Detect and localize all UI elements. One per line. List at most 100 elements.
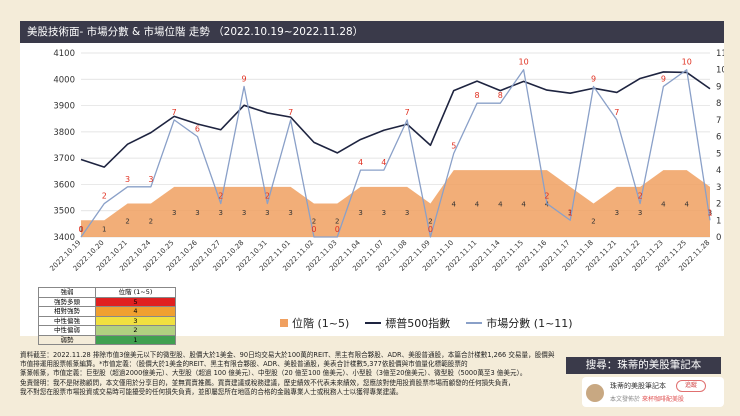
footnote-line: 資料截至：2022.11.28 排除市值3億美元以下的微型股、股價大於1美金、9… [20, 351, 555, 369]
score-data-label: 0 [311, 225, 316, 234]
area-data-label: 1 [79, 226, 83, 234]
score-data-label: 4 [358, 158, 363, 167]
score-data-label: 9 [242, 74, 247, 83]
score-data-label: 2 [544, 192, 549, 201]
profile-subtitle-link[interactable]: 來杯咖啡配美股 [641, 396, 684, 403]
area-data-label: 2 [335, 217, 339, 225]
area-data-label: 3 [638, 209, 642, 217]
profile-name[interactable]: 珠蒂的美股筆記本 [610, 382, 666, 390]
y-left-tick-label: 3700 [53, 154, 75, 164]
line-series-sp500 [80, 71, 711, 168]
score-data-label: 2 [102, 192, 107, 201]
legend-table-header-strength: 強弱 [38, 287, 96, 298]
y-left-tick-label: 3800 [53, 128, 75, 138]
legend-table-label: 強勢多頭 [38, 296, 96, 307]
y-left-tick-label: 3500 [53, 207, 75, 217]
search-banner: 搜尋：珠蒂的美股筆記本 [566, 357, 721, 374]
legend-item-level: 位階 (1~5) [280, 315, 349, 331]
score-data-label: 10 [682, 58, 692, 67]
score-data-label: 7 [288, 108, 293, 117]
area-data-label: 3 [242, 209, 246, 217]
chart-title: 美股技術面- 市場分數 & 市場位階 走勢 （2022.10.19~2022.1… [20, 21, 724, 43]
area-data-label: 2 [125, 217, 129, 225]
area-data-label: 3 [405, 209, 409, 217]
score-data-label: 1 [568, 208, 573, 217]
legend-table-label: 相對強勢 [38, 306, 96, 317]
area-data-label: 3 [219, 209, 223, 217]
y-right-tick-label: 2 [716, 200, 721, 210]
area-data-label: 3 [382, 209, 386, 217]
score-data-label: 8 [498, 91, 503, 100]
score-data-label: 7 [405, 108, 410, 117]
footnote-line: 免責聲明：我不是財務顧問，本文僅用於分享目的，並無買賣推薦。買賣建議或稅務建議，… [20, 378, 515, 387]
legend-table-label: 中性偏弱 [38, 325, 96, 336]
y-right-tick-label: 7 [716, 116, 721, 126]
footnote-line: 篆篆帳篆，市值定義：巨型股（超過2000億美元）、大型股（超過 100 億美元）… [20, 369, 527, 378]
area-data-label: 4 [521, 201, 526, 209]
score-data-label: 1 [707, 208, 712, 217]
area-series-level [81, 170, 710, 237]
score-data-label: 4 [381, 158, 386, 167]
score-data-label: 7 [614, 108, 619, 117]
y-right-tick-label: 9 [716, 82, 721, 92]
legend-table-value: 2 [95, 325, 176, 336]
line-series-score [80, 69, 711, 238]
score-data-label: 0 [428, 225, 433, 234]
profile-subtitle-prefix: 本文發佈於 [610, 396, 641, 403]
legend-swatch-sp500 [365, 322, 382, 324]
y-right-tick-label: 5 [716, 149, 721, 159]
y-right-tick-label: 8 [716, 99, 721, 109]
score-data-label: 10 [519, 58, 529, 67]
area-data-label: 4 [661, 201, 666, 209]
y-right-tick-label: 1 [716, 216, 721, 226]
y-left-tick-label: 3400 [53, 233, 75, 243]
area-data-label: 3 [265, 209, 269, 217]
y-right-tick-label: 11 [716, 49, 724, 59]
profile-subtitle: 本文發佈於 來杯咖啡配美股 [610, 394, 684, 403]
area-data-label: 3 [708, 209, 712, 217]
y-right-tick-label: 0 [716, 233, 721, 243]
area-data-label: 2 [591, 217, 595, 225]
legend-label-score: 市場分數 (1~11) [486, 317, 573, 330]
score-data-label: 7 [172, 108, 177, 117]
score-data-label: 0 [335, 225, 340, 234]
avatar[interactable] [586, 384, 604, 402]
y-right-tick-label: 6 [716, 133, 721, 143]
legend-table-label: 弱勢 [38, 334, 96, 345]
area-data-label: 4 [684, 201, 689, 209]
legend-table-row: 中性偏弱 2 [38, 325, 176, 336]
legend-item-score: 市場分數 (1~11) [466, 315, 573, 331]
y-right-tick-label: 10 [716, 66, 724, 76]
chart-svg: 3400350036003700380039004000410001234567… [48, 49, 724, 273]
score-data-label: 0 [78, 225, 83, 234]
legend-swatch-score [466, 322, 483, 324]
legend-table-value: 4 [95, 306, 176, 317]
chart-panel: 3400 3500 3600 3700 3800 3900 4000 4100 0 1 2 3 4 5 6 7… [20, 43, 724, 345]
legend-table-row: 相對強勢 4 [38, 306, 176, 317]
profile-card[interactable]: 珠蒂的美股筆記本 追蹤 本文發佈於 來杯咖啡配美股 [582, 377, 724, 407]
legend-item-sp500: 標普500指數 [365, 315, 450, 331]
area-data-label: 1 [102, 226, 106, 234]
legend-table-value: 5 [95, 296, 176, 307]
area-data-label: 3 [288, 209, 292, 217]
y-right-tick-label: 3 [716, 183, 721, 193]
area-data-label: 3 [195, 209, 199, 217]
legend-table-row: 弱勢 1 [38, 334, 176, 345]
score-data-label: 8 [474, 91, 479, 100]
legend-label-level: 位階 (1~5) [292, 317, 350, 330]
score-data-label: 2 [638, 192, 643, 201]
legend-table-value: 3 [95, 315, 176, 326]
follow-button[interactable]: 追蹤 [676, 380, 706, 392]
y-left-tick-label: 4100 [53, 49, 75, 59]
area-data-label: 3 [615, 209, 619, 217]
area-data-label: 4 [498, 201, 503, 209]
area-data-label: 4 [545, 201, 550, 209]
strength-legend-table: 強弱 位階 (1~5) 強勢多頭 5 相對強勢 4 中性偏強 3 中性偏弱 2 … [38, 287, 176, 345]
score-data-label: 3 [125, 175, 130, 184]
legend-table-header-level: 位階 (1~5) [95, 287, 176, 298]
score-data-label: 2 [265, 192, 270, 201]
area-data-label: 2 [149, 217, 153, 225]
legend-table-label: 中性偏強 [38, 315, 96, 326]
y-left-tick-label: 3900 [53, 102, 75, 112]
score-data-label: 6 [195, 125, 200, 134]
